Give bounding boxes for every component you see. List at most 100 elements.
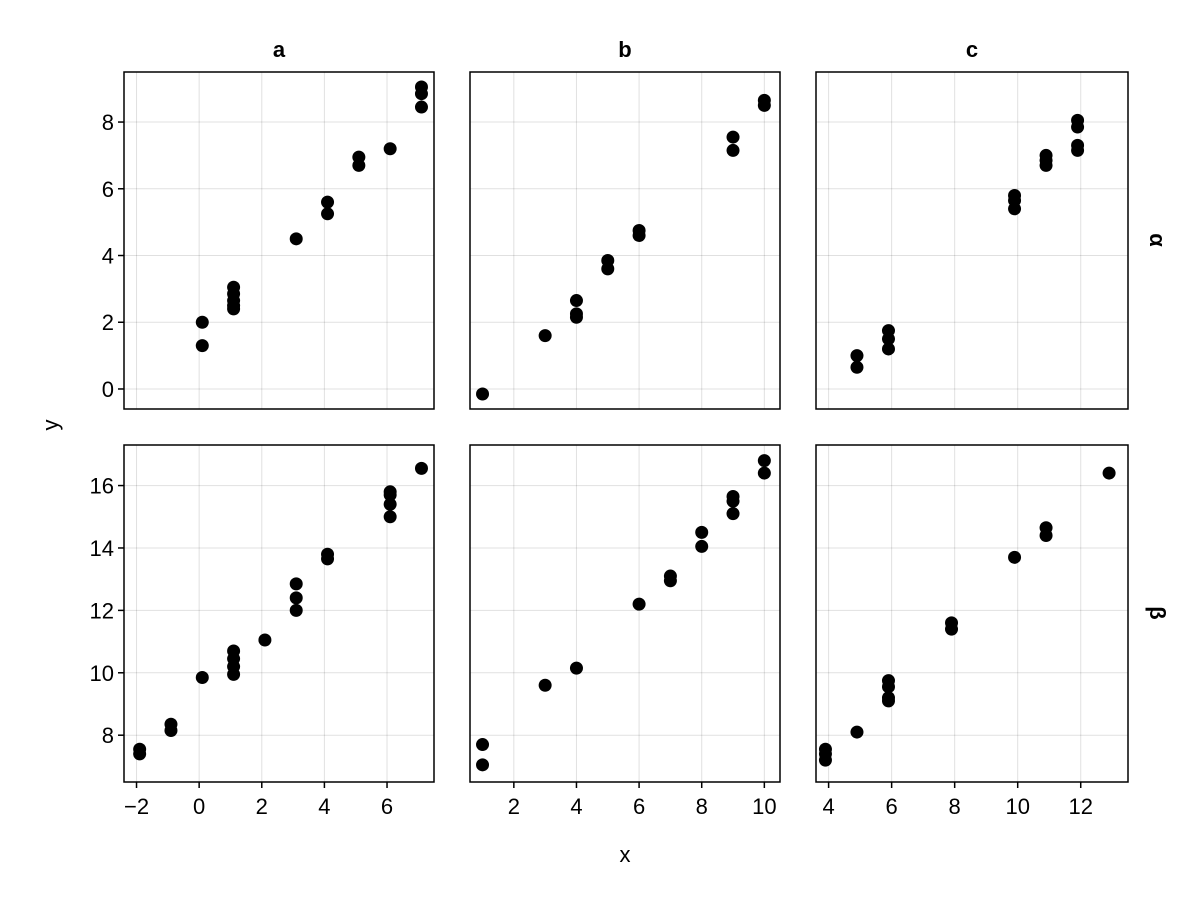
data-point <box>663 574 677 588</box>
y-tick-label: 2 <box>102 310 114 335</box>
data-point <box>538 329 552 343</box>
x-tick-label: 10 <box>752 794 776 819</box>
x-tick-label: 8 <box>696 794 708 819</box>
data-point <box>757 454 771 468</box>
data-point <box>289 577 303 591</box>
data-point <box>195 315 209 329</box>
panel-frame <box>815 444 1129 783</box>
data-point <box>818 753 832 767</box>
panel-c-1: 4 6 8 10 12 <box>815 444 1129 819</box>
data-point <box>945 622 959 636</box>
data-point <box>227 302 241 316</box>
panel-a-0: 0 2 4 6 8 <box>102 71 435 410</box>
x-tick-label: 2 <box>256 794 268 819</box>
x-tick-label: 4 <box>822 794 834 819</box>
data-point <box>289 591 303 605</box>
x-tick-label: 4 <box>570 794 582 819</box>
data-point <box>632 228 646 242</box>
data-point <box>757 98 771 112</box>
panel-frame <box>469 444 781 783</box>
data-point <box>414 461 428 475</box>
data-point <box>569 294 583 308</box>
data-point <box>195 670 209 684</box>
data-point <box>321 207 335 221</box>
y-tick-label: 10 <box>90 661 114 686</box>
data-point <box>726 130 740 144</box>
x-tick-label: −2 <box>124 794 149 819</box>
column-title-b: b <box>618 37 631 62</box>
data-point <box>414 100 428 114</box>
data-point <box>476 758 490 772</box>
data-point <box>538 678 552 692</box>
x-tick-label: 6 <box>886 794 898 819</box>
data-point <box>726 494 740 508</box>
data-point <box>383 142 397 156</box>
data-point <box>227 667 241 681</box>
data-point <box>1039 528 1053 542</box>
y-tick-label: 0 <box>102 377 114 402</box>
data-point <box>321 195 335 209</box>
data-point <box>695 525 709 539</box>
panel-frame <box>123 444 435 783</box>
column-title-a: a <box>273 37 286 62</box>
data-point <box>881 694 895 708</box>
data-point <box>695 539 709 553</box>
panel-frame <box>815 71 1129 410</box>
data-point <box>757 466 771 480</box>
data-point <box>726 507 740 521</box>
panel-frame <box>123 71 435 410</box>
panel-a-1: 8 10 12 14 16 −2 0 2 4 6 <box>90 444 435 819</box>
data-point <box>1039 158 1053 172</box>
data-point <box>289 603 303 617</box>
data-point <box>601 262 615 276</box>
data-point <box>850 725 864 739</box>
data-point <box>476 387 490 401</box>
panel-b-0 <box>469 71 781 410</box>
data-point <box>850 349 864 363</box>
data-point <box>476 738 490 752</box>
data-point <box>258 633 272 647</box>
column-title-c: c <box>966 37 978 62</box>
y-tick-label: 8 <box>102 110 114 135</box>
data-point <box>881 680 895 694</box>
data-point <box>1008 550 1022 564</box>
panel-frame <box>469 71 781 410</box>
y-tick-label: 12 <box>90 598 114 623</box>
data-point <box>321 552 335 566</box>
panel-c-0 <box>815 71 1129 410</box>
data-point <box>1071 120 1085 134</box>
data-point <box>881 332 895 346</box>
panels-layer: 0 2 4 6 8 8 10 12 14 16 −2 0 2 4 6 2 4 6 8 10 4 6 8 10 12 <box>90 71 1129 819</box>
data-point <box>164 724 178 738</box>
x-tick-label: 12 <box>1068 794 1092 819</box>
data-point <box>195 339 209 353</box>
row-title-alpha: α <box>1145 233 1170 247</box>
x-axis-label: x <box>620 842 631 867</box>
y-axis-label: y <box>38 420 63 431</box>
x-tick-label: 8 <box>949 794 961 819</box>
data-point <box>569 661 583 675</box>
row-title-beta: β <box>1145 606 1170 619</box>
data-point <box>1008 202 1022 216</box>
y-tick-label: 16 <box>90 474 114 499</box>
data-point <box>383 497 397 511</box>
data-point <box>352 158 366 172</box>
data-point <box>383 488 397 502</box>
x-tick-label: 6 <box>381 794 393 819</box>
x-tick-label: 0 <box>193 794 205 819</box>
y-tick-label: 4 <box>102 244 114 269</box>
data-point <box>726 143 740 157</box>
data-point <box>850 360 864 374</box>
y-tick-label: 6 <box>102 177 114 202</box>
y-tick-label: 8 <box>102 723 114 748</box>
data-point <box>289 232 303 246</box>
data-point <box>632 597 646 611</box>
data-point <box>414 87 428 101</box>
data-point <box>1071 143 1085 157</box>
x-tick-label: 6 <box>633 794 645 819</box>
data-point <box>569 310 583 324</box>
y-tick-label: 14 <box>90 536 114 561</box>
data-point <box>881 342 895 356</box>
data-point <box>1102 466 1116 480</box>
